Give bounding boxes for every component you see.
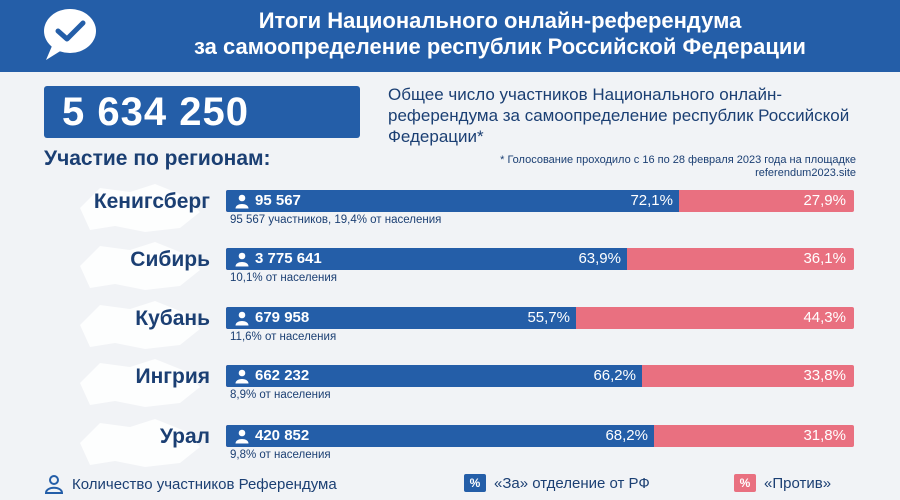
person-icon xyxy=(235,194,249,209)
for-segment xyxy=(226,190,679,212)
for-percent: 66,2% xyxy=(593,367,636,384)
result-bar: 420 852 68,2% 31,8% xyxy=(226,425,854,447)
result-bar: 3 775 641 63,9% 36,1% xyxy=(226,248,854,270)
region-map-icon xyxy=(80,419,200,467)
participants-count: 679 958 xyxy=(234,307,309,329)
legend: Количество участников Референдума % «За»… xyxy=(44,474,864,496)
region-population-share: 10,1% от населения xyxy=(230,272,338,284)
region-row: Ингрия 662 232 66,2% 33,8% 8,9% от насел… xyxy=(0,359,900,415)
against-percent: 27,9% xyxy=(803,192,846,209)
region-name: Урал xyxy=(159,425,210,448)
for-percent: 55,7% xyxy=(527,309,570,326)
against-percent: 33,8% xyxy=(803,367,846,384)
participants-count-value: 95 567 xyxy=(255,192,301,209)
person-outline-icon xyxy=(44,475,64,494)
region-map-icon xyxy=(80,242,200,290)
legend-against-label: «Против» xyxy=(764,474,832,492)
participants-count: 3 775 641 xyxy=(234,248,322,270)
legend-for-swatch: % xyxy=(464,474,486,492)
region-population-share: 11,6% от населения xyxy=(230,331,337,343)
for-percent: 68,2% xyxy=(605,427,648,444)
for-segment xyxy=(226,248,627,270)
region-map-icon xyxy=(80,184,200,232)
participants-count: 420 852 xyxy=(234,425,309,447)
region-population-share: 9,8% от населения xyxy=(230,449,331,461)
total-participants-description: Общее число участников Национального онл… xyxy=(388,85,850,146)
against-percent: 36,1% xyxy=(803,250,846,267)
person-icon xyxy=(235,429,249,444)
legend-against: % «Против» xyxy=(734,474,831,492)
for-segment xyxy=(226,365,642,387)
total-participants-value: 5 634 250 xyxy=(44,86,360,138)
against-percent: 44,3% xyxy=(803,309,846,326)
check-bubble-icon xyxy=(44,9,96,60)
region-name: Кубань xyxy=(135,307,210,330)
result-bar: 95 567 72,1% 27,9% xyxy=(226,190,854,212)
participants-count-value: 420 852 xyxy=(255,427,310,444)
header-banner: Итоги Национального онлайн-референдума з… xyxy=(0,0,900,72)
against-percent: 31,8% xyxy=(803,427,846,444)
legend-for: % «За» отделение от РФ xyxy=(464,474,650,492)
region-name: Кенигсберг xyxy=(93,190,210,213)
legend-participants-label: Количество участников Референдума xyxy=(72,475,337,493)
result-bar: 662 232 66,2% 33,8% xyxy=(226,365,854,387)
region-map-icon xyxy=(80,359,200,407)
participants-count-value: 662 232 xyxy=(255,367,310,384)
title-line-2: за самоопределение республик Российской … xyxy=(194,34,806,59)
legend-participants: Количество участников Референдума xyxy=(44,474,337,494)
participants-count-value: 3 775 641 xyxy=(255,250,322,267)
region-population-share: 8,9% от населения xyxy=(230,389,331,401)
person-icon xyxy=(235,369,249,384)
region-name: Ингрия xyxy=(135,365,210,388)
legend-against-swatch: % xyxy=(734,474,756,492)
participants-count: 662 232 xyxy=(234,365,309,387)
for-percent: 63,9% xyxy=(578,250,621,267)
region-map-icon xyxy=(80,301,200,349)
for-percent: 72,1% xyxy=(630,192,673,209)
region-row: Урал 420 852 68,2% 31,8% 9,8% от населен… xyxy=(0,419,900,475)
region-row: Кубань 679 958 55,7% 44,3% 11,6% от насе… xyxy=(0,301,900,357)
region-row: Сибирь 3 775 641 63,9% 36,1% 10,1% от на… xyxy=(0,242,900,298)
for-segment xyxy=(226,425,654,447)
title-line-1: Итоги Национального онлайн-референдума xyxy=(258,8,742,33)
result-bar: 679 958 55,7% 44,3% xyxy=(226,307,854,329)
participants-count: 95 567 xyxy=(234,190,301,212)
region-row: Кенигсберг 95 567 72,1% 27,9% 95 567 уча… xyxy=(0,184,900,240)
legend-for-label: «За» отделение от РФ xyxy=(494,474,650,492)
for-segment xyxy=(226,307,576,329)
section-title: Участие по регионам: xyxy=(44,147,271,170)
person-icon xyxy=(235,252,249,267)
voting-footnote: * Голосование проходило с 16 по 28 февра… xyxy=(500,154,856,179)
page-title: Итоги Национального онлайн-референдума з… xyxy=(120,8,880,60)
region-name: Сибирь xyxy=(130,248,210,271)
person-icon xyxy=(235,311,249,326)
participants-count-value: 679 958 xyxy=(255,309,310,326)
region-population-share: 95 567 участников, 19,4% от населения xyxy=(230,214,442,226)
